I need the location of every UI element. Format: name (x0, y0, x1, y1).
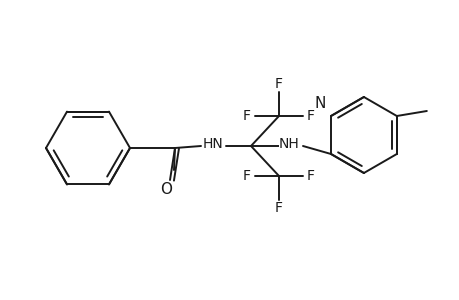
Text: O: O (160, 182, 172, 197)
Text: HN: HN (202, 137, 223, 151)
Text: NH: NH (278, 137, 299, 151)
Text: N: N (314, 96, 325, 111)
Text: F: F (274, 77, 282, 91)
Text: F: F (242, 109, 251, 123)
Text: F: F (306, 109, 314, 123)
Text: F: F (242, 169, 251, 183)
Text: F: F (306, 169, 314, 183)
Text: F: F (274, 201, 282, 215)
